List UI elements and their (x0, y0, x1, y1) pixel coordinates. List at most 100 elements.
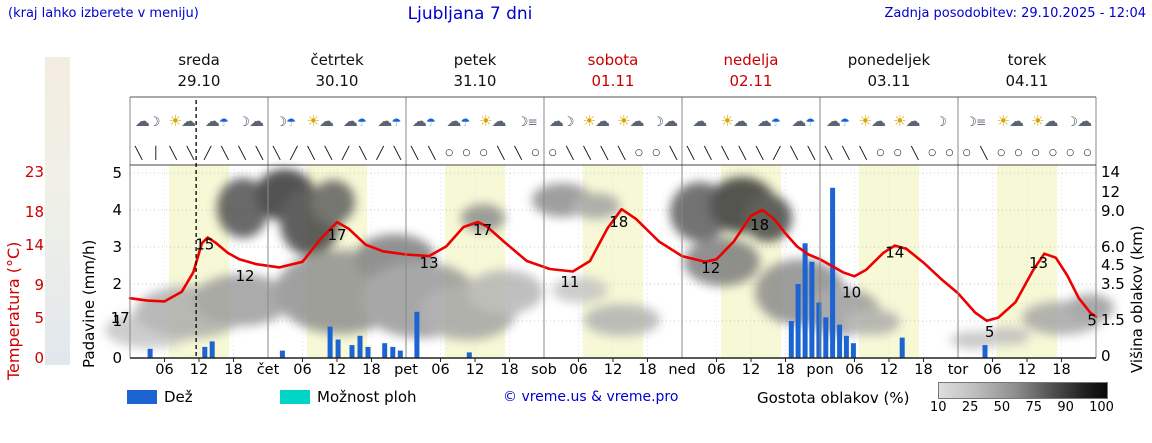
precip-tick: 2 (112, 275, 122, 293)
wind-barb-icon: ╲ (359, 146, 367, 160)
time-label: 06 (155, 362, 174, 378)
time-label: 06 (707, 362, 726, 378)
cloud-density-gradient (938, 382, 1108, 399)
time-label: 18 (776, 362, 795, 378)
weather-icon: ☀☁ (855, 111, 890, 130)
day-abbrev-label: čet (256, 362, 280, 378)
cloud-icon: ☁ (732, 111, 748, 130)
last-update-timestamp: Zadnja posodobitev: 29.10.2025 - 12:04 (884, 6, 1146, 21)
weather-icon: ☁☂ (337, 111, 372, 130)
cloud-height-tick: 1.5 (1101, 311, 1125, 329)
cloud-icon: ☁ (548, 111, 564, 130)
weather-icon: ☽☂ (268, 111, 303, 130)
wind-barb-icon: ╲ (756, 146, 764, 160)
temp-tick: 5 (34, 308, 44, 327)
precip-tick: 3 (112, 238, 122, 256)
moon-icon: ☽ (238, 114, 250, 130)
cloud-height-tick: 0 (1101, 347, 1111, 365)
svg-text:18: 18 (609, 213, 628, 231)
wind-barb-icon: ╲ (618, 146, 626, 160)
showers-swatch (280, 390, 310, 404)
sun-icon: ☀ (582, 111, 596, 130)
page-title: Ljubljana 7 dni (407, 4, 533, 24)
weather-icon: ☁☽ (544, 111, 579, 130)
sun-icon: ☀ (858, 111, 872, 130)
calm-wind-icon: ○ (548, 148, 557, 158)
temp-tick: 0 (34, 349, 44, 367)
time-label: 18 (500, 362, 519, 378)
moon-icon: ☽ (275, 114, 287, 130)
menu-hint: (kraj lahko izberete v meniju) (8, 6, 199, 21)
day-date: 03.11 (867, 72, 911, 90)
day-name: sobota (587, 51, 639, 69)
svg-text:10: 10 (842, 283, 861, 301)
weather-icon: ☽☁ (648, 111, 683, 130)
weather-icon: ☁☂ (441, 111, 476, 130)
precip-tick: 1 (112, 312, 122, 330)
day-header: torek 04.11 (958, 50, 1096, 96)
precip-tick: 0 (112, 349, 122, 367)
day-header: četrtek 30.10 (268, 50, 406, 96)
time-label: 18 (1052, 362, 1071, 378)
calm-wind-icon: ○ (928, 148, 937, 158)
calm-wind-icon: ○ (1048, 148, 1057, 158)
wind-barb-icon: ╲ (687, 146, 695, 160)
wind-barb-icon: ╲ (169, 146, 177, 160)
cloud-icon: ☁ (870, 111, 886, 130)
cloud-icon: ☁ (692, 111, 707, 130)
day-header: ponedeljek 03.11 (820, 50, 958, 96)
copyright-link[interactable]: © vreme.us & vreme.pro (503, 389, 679, 405)
wind-barb-icon: ╲ (980, 146, 988, 160)
density-tick: 100 (1089, 400, 1114, 415)
wind-barb-icon: ╱ (204, 146, 212, 160)
sun-icon: ☀ (893, 111, 906, 130)
wind-barb-icon: ╲ (566, 146, 574, 160)
calm-wind-icon: ○ (962, 148, 971, 158)
cloud-icon: ☁ (1077, 111, 1092, 130)
rain-icon: ☂ (770, 115, 781, 129)
day-header: sreda 29.10 (130, 50, 268, 96)
time-label: 06 (983, 362, 1002, 378)
time-label: 18 (914, 362, 933, 378)
wind-barb-icon: ╲ (583, 146, 591, 160)
temperature-colorbar (45, 57, 70, 365)
wind-barbs-row: ╲ │ ╲ ╲ ╱ ╲ ╲ ╲ ╲ ╱ ╲ ╲ ╱ ╲ ╱ ╲ ╲ ╲ ○ ○ ○ ╲ ╲ ○ ○ ╲ ╲ ╲ ╲ ○ ○ ╲ ╲ ╲ ╲ ╲ ╲ ╱ ╲ ╲… (130, 142, 1096, 164)
sun-icon: ☀ (1031, 111, 1044, 130)
weather-icon: ☀☁ (165, 111, 200, 130)
showers-legend: Možnost ploh (280, 388, 417, 406)
showers-legend-label: Možnost ploh (317, 388, 417, 406)
calm-wind-icon: ○ (531, 148, 540, 158)
time-label: 18 (362, 362, 381, 378)
rain-icon: ☂ (805, 115, 815, 129)
day-date: 31.10 (453, 72, 497, 90)
wind-barb-icon: ╱ (376, 146, 384, 160)
cloud-height-tick: 14 (1101, 163, 1121, 181)
wind-barb-icon: ╲ (221, 146, 229, 160)
weather-icons-row: ☁☽ ☀☁ ☁☂ ☽☁ ☽☂ ☀☁ ☁☂ ☁☂ ☁☂ ☁☂ ☀☁ ☽≡ ☁☽ ☀☁ ☀☁ ☽☁ ☁ ☀☁ ☁☂ ☁☂ ☁… (130, 99, 1096, 141)
temp-tick: 23 (24, 163, 44, 181)
calm-wind-icon: ○ (479, 148, 488, 158)
cloud-icon: ☁ (134, 111, 150, 130)
cloud-icon: ☁ (204, 111, 220, 130)
wind-barb-icon: ╲ (307, 146, 315, 160)
wind-barb-icon: ╲ (514, 146, 522, 160)
day-date: 01.11 (591, 72, 635, 90)
precip-tick: 4 (112, 201, 122, 219)
calm-wind-icon: ○ (997, 148, 1006, 158)
wind-barb-icon: ╲ (911, 146, 919, 160)
moon-icon: ☽ (965, 114, 977, 130)
cloud-icon: ☁ (663, 111, 678, 130)
day-date: 02.11 (729, 72, 773, 90)
day-name: ponedeljek (847, 51, 931, 69)
time-label: 12 (741, 362, 761, 378)
wind-barb-icon: ╲ (135, 146, 143, 160)
density-tick: 75 (1025, 400, 1043, 415)
cloud-icon: ☁ (318, 111, 334, 130)
weather-icon: ☁☂ (199, 111, 234, 130)
precipitation-axis-label: Padavine (mm/h) (80, 239, 98, 368)
cloud-density-ticks: 10 25 50 75 90 100 (930, 400, 1114, 415)
wind-barb-icon: ╲ (428, 146, 436, 160)
weather-icon: ☀☁ (475, 111, 510, 130)
cloud-icon: ☁ (1008, 111, 1024, 130)
